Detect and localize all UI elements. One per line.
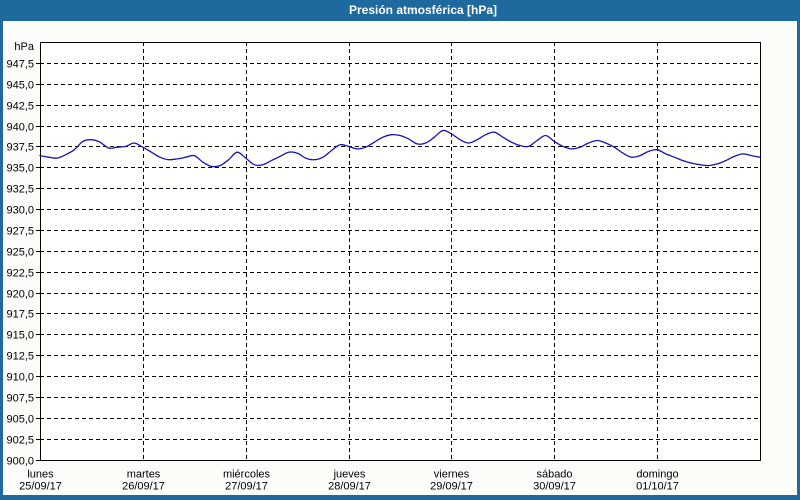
y-tick-label: 910,0 (6, 372, 34, 384)
x-date-label: 27/09/17 (225, 481, 268, 493)
x-day-label: viernes (434, 469, 470, 481)
y-tick-label: 927,5 (6, 226, 34, 238)
x-day-label: jueves (333, 469, 366, 481)
x-date-label: 26/09/17 (122, 481, 165, 493)
x-date-label: 01/10/17 (636, 481, 679, 493)
x-day-label: martes (127, 469, 161, 481)
y-tick-label: 940,0 (6, 122, 34, 134)
pressure-chart: 900,0 902,5 905,0 907,5 910,0 912,5 915,0 917,5… (6, 41, 761, 493)
y-tick-label: 945,0 (6, 80, 34, 92)
y-tick-label: 930,0 (6, 205, 34, 217)
x-date-label: 28/09/17 (328, 481, 371, 493)
plot-border (40, 42, 761, 461)
chart-area: 900,0 902,5 905,0 907,5 910,0 912,5 915,0 917,5… (3, 21, 797, 495)
y-tick-label: 935,0 (6, 163, 34, 175)
title-bar: Presión atmosférica [hPa] (0, 0, 800, 21)
x-date-label: 30/09/17 (533, 481, 576, 493)
x-day-label: lunes (27, 469, 54, 481)
y-axis-unit-label: hPa (14, 41, 34, 53)
window-title: Presión atmosférica [hPa] (348, 3, 498, 17)
pressure-line (39, 129, 761, 168)
y-tick-label: 900,0 (6, 456, 34, 468)
y-tick-label: 905,0 (6, 414, 34, 426)
y-tick-label: 912,5 (6, 351, 34, 363)
y-tick-label: 925,0 (6, 247, 34, 259)
plot-background (40, 42, 760, 460)
y-tick-label: 922,5 (6, 268, 34, 280)
y-tick-label: 915,0 (6, 330, 34, 342)
x-date-label: 25/09/17 (19, 481, 62, 493)
x-day-label: domingo (636, 469, 678, 481)
y-tick-label: 917,5 (6, 309, 34, 321)
x-day-label: sábado (536, 469, 572, 481)
x-date-label: 29/09/17 (430, 481, 473, 493)
x-day-label: miércoles (223, 469, 271, 481)
y-tick-label: 932,5 (6, 184, 34, 196)
y-tick-label: 920,0 (6, 289, 34, 301)
y-tick-label: 907,5 (6, 393, 34, 405)
y-tick-label: 902,5 (6, 435, 34, 447)
y-tick-label: 947,5 (6, 59, 34, 71)
y-tick-label: 937,5 (6, 142, 34, 154)
y-tick-label: 942,5 (6, 101, 34, 113)
